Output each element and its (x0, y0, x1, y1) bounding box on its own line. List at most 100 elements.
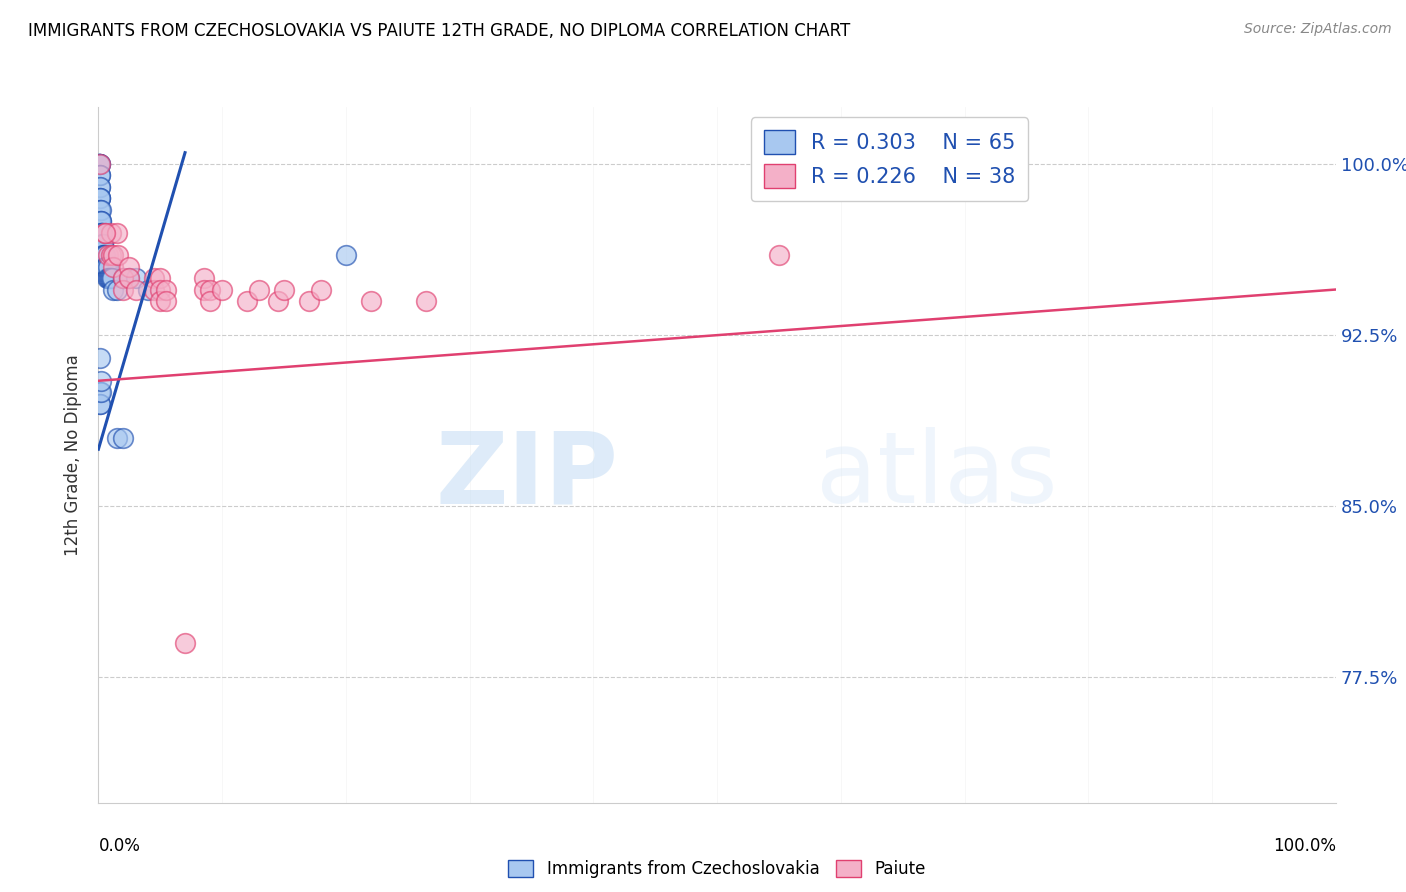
Point (90, 214, 112, 228)
Point (90, 236, 112, 251)
Point (89, 214, 111, 228)
Point (89, 202, 111, 217)
Point (155, 293, 177, 308)
Point (96, 260, 118, 274)
Point (100, 271, 122, 285)
Point (90, 236, 112, 251)
Point (149, 283, 172, 297)
Point (105, 283, 128, 297)
Point (93, 248, 115, 262)
Point (143, 271, 166, 285)
Point (97, 271, 120, 285)
Point (112, 431, 135, 445)
Point (273, 283, 295, 297)
Point (91, 236, 114, 251)
Point (89, 385, 111, 400)
Point (335, 248, 357, 262)
Text: ZIP: ZIP (436, 427, 619, 524)
Point (89, 396, 111, 410)
Point (89, 157, 111, 171)
Legend: Immigrants from Czechoslovakia, Paiute: Immigrants from Czechoslovakia, Paiute (502, 854, 932, 885)
Point (89, 214, 111, 228)
Text: Source: ZipAtlas.com: Source: ZipAtlas.com (1244, 22, 1392, 37)
Point (89, 248, 111, 262)
Point (94, 260, 117, 274)
Point (89, 157, 111, 171)
Point (136, 283, 159, 297)
Point (149, 293, 172, 308)
Point (89, 180, 111, 194)
Point (98, 271, 121, 285)
Point (89, 169, 111, 183)
Point (211, 283, 233, 297)
Point (97, 260, 120, 274)
Point (124, 271, 146, 285)
Point (855, 157, 877, 171)
Point (89, 236, 111, 251)
Point (91, 226, 114, 240)
Point (112, 271, 135, 285)
Point (105, 226, 128, 240)
Point (89, 157, 111, 171)
Point (247, 283, 270, 297)
Point (89, 157, 111, 171)
Point (107, 248, 129, 262)
Point (103, 248, 125, 262)
Point (93, 260, 115, 274)
Point (89, 157, 111, 171)
Point (93, 226, 115, 240)
Point (103, 283, 125, 297)
Point (93, 248, 115, 262)
Point (91, 248, 114, 262)
Point (309, 283, 332, 297)
Point (89, 202, 111, 217)
Point (118, 271, 141, 285)
Point (89, 226, 111, 240)
Point (100, 248, 122, 262)
Point (90, 226, 112, 240)
Point (89, 157, 111, 171)
Point (89, 191, 111, 205)
Point (105, 431, 128, 445)
Point (89, 226, 111, 240)
Point (89, 248, 111, 262)
Point (149, 271, 172, 285)
Point (415, 293, 437, 308)
Point (97, 271, 120, 285)
Point (193, 271, 215, 285)
Point (89, 180, 111, 194)
Point (118, 260, 141, 274)
Point (90, 226, 112, 240)
Point (360, 293, 382, 308)
Point (198, 283, 221, 297)
Point (155, 283, 177, 297)
Point (124, 283, 146, 297)
Point (97, 248, 120, 262)
Point (103, 260, 125, 274)
Point (100, 226, 122, 240)
Point (89, 191, 111, 205)
Point (90, 374, 112, 388)
Text: IMMIGRANTS FROM CZECHOSLOVAKIA VS PAIUTE 12TH GRADE, NO DIPLOMA CORRELATION CHAR: IMMIGRANTS FROM CZECHOSLOVAKIA VS PAIUTE… (28, 22, 851, 40)
Point (112, 271, 135, 285)
Point (90, 226, 112, 240)
Point (90, 202, 112, 217)
Point (93, 236, 115, 251)
Point (90, 214, 112, 228)
Point (89, 351, 111, 365)
Point (96, 271, 118, 285)
Point (101, 271, 124, 285)
Point (93, 226, 115, 240)
Point (89, 191, 111, 205)
Point (112, 283, 135, 297)
Point (94, 260, 117, 274)
Text: 0.0%: 0.0% (98, 837, 141, 855)
Point (236, 293, 259, 308)
Point (768, 248, 790, 262)
Point (193, 283, 215, 297)
Point (90, 385, 112, 400)
Point (118, 271, 141, 285)
Point (89, 169, 111, 183)
Text: atlas: atlas (815, 427, 1057, 524)
Point (89, 396, 111, 410)
